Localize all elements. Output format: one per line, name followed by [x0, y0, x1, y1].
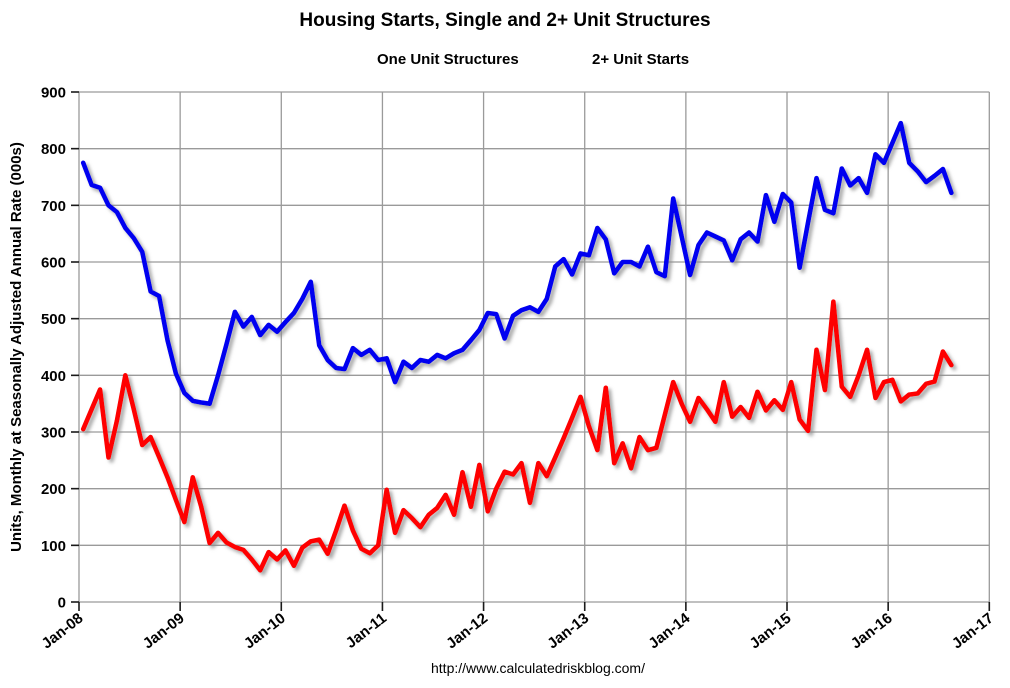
y-tick-label: 100: [41, 538, 66, 555]
series-line-two-plus: [80, 299, 954, 573]
y-tick-label: 700: [41, 198, 66, 215]
source-url: http://www.calculatedriskblog.com/: [431, 660, 645, 676]
y-axis-title: Units, Monthly at Seasonally Adjusted An…: [8, 142, 25, 552]
x-tick-label: Jan-08: [39, 610, 87, 653]
x-tick-label: Jan-09: [140, 610, 188, 653]
legend-label-one-unit: One Unit Structures: [377, 51, 519, 68]
data-series: [80, 120, 954, 573]
axis-tick-labels: 0 100 200 300 400 500 600 700 800 900 Jan-08 Jan-09…: [39, 85, 997, 653]
y-tick-label: 600: [41, 255, 66, 272]
x-tick-label: Jan-11: [343, 610, 390, 652]
y-tick-label: 800: [41, 141, 66, 158]
x-tick-label: Jan-14: [645, 609, 693, 652]
series-line-one-unit: [80, 120, 954, 406]
x-tick-label: Jan-17: [949, 610, 997, 653]
legend-label-two-plus: 2+ Unit Starts: [592, 51, 689, 68]
axis-ticks: [71, 91, 991, 611]
x-tick-label: Jan-10: [241, 610, 289, 653]
x-tick-label: Jan-15: [747, 610, 795, 653]
y-tick-label: 300: [41, 425, 66, 442]
x-tick-label: Jan-16: [848, 610, 896, 653]
x-tick-label: Jan-13: [544, 610, 592, 653]
legend: One Unit Structures 2+ Unit Starts: [334, 51, 689, 68]
y-tick-label: 500: [41, 311, 66, 328]
chart-title: Housing Starts, Single and 2+ Unit Struc…: [299, 10, 710, 31]
y-tick-label: 400: [41, 368, 66, 385]
y-tick-label: 200: [41, 481, 66, 498]
y-tick-label: 0: [58, 595, 66, 612]
gridlines: [78, 91, 990, 603]
x-tick-label: Jan-12: [443, 610, 491, 653]
y-tick-label: 900: [41, 85, 66, 102]
